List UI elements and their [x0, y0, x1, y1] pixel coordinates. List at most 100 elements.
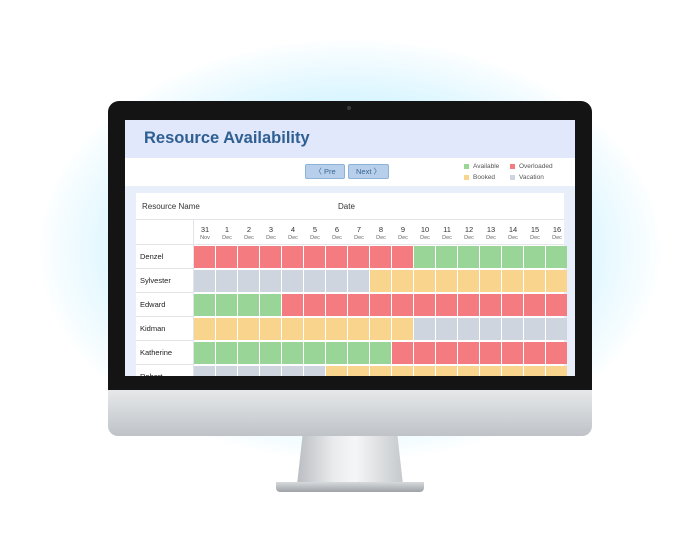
availability-cell[interactable]: [282, 342, 303, 364]
availability-cell[interactable]: [304, 294, 325, 316]
availability-cell[interactable]: [282, 246, 303, 268]
availability-cell[interactable]: [414, 342, 435, 364]
availability-cell[interactable]: [458, 318, 479, 340]
availability-cell[interactable]: [304, 366, 325, 376]
availability-cell[interactable]: [414, 294, 435, 316]
availability-cell[interactable]: [194, 270, 215, 292]
availability-cell[interactable]: [304, 318, 325, 340]
availability-cell[interactable]: [260, 294, 281, 316]
next-button[interactable]: Next 〉: [348, 164, 389, 179]
availability-cell[interactable]: [436, 366, 457, 376]
availability-cell[interactable]: [436, 294, 457, 316]
availability-cell[interactable]: [194, 342, 215, 364]
availability-cell[interactable]: [546, 270, 567, 292]
availability-cell[interactable]: [458, 366, 479, 376]
availability-cell[interactable]: [216, 318, 237, 340]
availability-cell[interactable]: [348, 342, 369, 364]
availability-cell[interactable]: [194, 318, 215, 340]
availability-cell[interactable]: [194, 294, 215, 316]
availability-cell[interactable]: [524, 318, 545, 340]
availability-cell[interactable]: [260, 366, 281, 376]
availability-cell[interactable]: [282, 318, 303, 340]
availability-cell[interactable]: [282, 270, 303, 292]
availability-cell[interactable]: [502, 294, 523, 316]
availability-cell[interactable]: [458, 270, 479, 292]
availability-cell[interactable]: [414, 318, 435, 340]
availability-cell[interactable]: [348, 270, 369, 292]
availability-cell[interactable]: [194, 366, 215, 376]
availability-cell[interactable]: [282, 366, 303, 376]
availability-cell[interactable]: [524, 342, 545, 364]
availability-cell[interactable]: [370, 246, 391, 268]
availability-cell[interactable]: [238, 342, 259, 364]
availability-cell[interactable]: [392, 366, 413, 376]
availability-cell[interactable]: [524, 270, 545, 292]
availability-cell[interactable]: [546, 366, 567, 376]
availability-cell[interactable]: [458, 342, 479, 364]
availability-cell[interactable]: [260, 318, 281, 340]
availability-cell[interactable]: [414, 270, 435, 292]
availability-cell[interactable]: [260, 342, 281, 364]
availability-cell[interactable]: [392, 246, 413, 268]
availability-cell[interactable]: [326, 342, 347, 364]
availability-cell[interactable]: [238, 318, 259, 340]
availability-cell[interactable]: [436, 270, 457, 292]
availability-cell[interactable]: [392, 270, 413, 292]
availability-cell[interactable]: [238, 246, 259, 268]
availability-cell[interactable]: [480, 366, 501, 376]
availability-cell[interactable]: [238, 294, 259, 316]
availability-cell[interactable]: [348, 366, 369, 376]
availability-cell[interactable]: [502, 342, 523, 364]
availability-cell[interactable]: [326, 246, 347, 268]
availability-cell[interactable]: [458, 294, 479, 316]
availability-cell[interactable]: [326, 270, 347, 292]
availability-cell[interactable]: [260, 270, 281, 292]
availability-cell[interactable]: [238, 270, 259, 292]
availability-cell[interactable]: [436, 318, 457, 340]
availability-cell[interactable]: [480, 294, 501, 316]
availability-cell[interactable]: [392, 318, 413, 340]
availability-cell[interactable]: [524, 294, 545, 316]
availability-cell[interactable]: [480, 246, 501, 268]
availability-cell[interactable]: [260, 246, 281, 268]
availability-cell[interactable]: [348, 318, 369, 340]
availability-cell[interactable]: [480, 270, 501, 292]
availability-cell[interactable]: [502, 246, 523, 268]
availability-cell[interactable]: [304, 246, 325, 268]
availability-cell[interactable]: [524, 246, 545, 268]
availability-cell[interactable]: [414, 366, 435, 376]
availability-cell[interactable]: [546, 294, 567, 316]
availability-cell[interactable]: [502, 318, 523, 340]
availability-cell[interactable]: [480, 342, 501, 364]
availability-cell[interactable]: [216, 270, 237, 292]
availability-cell[interactable]: [216, 246, 237, 268]
availability-cell[interactable]: [370, 318, 391, 340]
availability-cell[interactable]: [370, 270, 391, 292]
availability-cell[interactable]: [370, 366, 391, 376]
availability-cell[interactable]: [348, 246, 369, 268]
availability-cell[interactable]: [458, 246, 479, 268]
availability-cell[interactable]: [282, 294, 303, 316]
availability-cell[interactable]: [392, 342, 413, 364]
availability-cell[interactable]: [370, 294, 391, 316]
availability-cell[interactable]: [414, 246, 435, 268]
availability-cell[interactable]: [546, 318, 567, 340]
availability-cell[interactable]: [238, 366, 259, 376]
prev-button[interactable]: 〈 Pre: [305, 164, 345, 179]
availability-cell[interactable]: [216, 294, 237, 316]
availability-cell[interactable]: [304, 342, 325, 364]
availability-cell[interactable]: [304, 270, 325, 292]
availability-cell[interactable]: [194, 246, 215, 268]
availability-cell[interactable]: [546, 246, 567, 268]
availability-cell[interactable]: [326, 294, 347, 316]
availability-cell[interactable]: [348, 294, 369, 316]
availability-cell[interactable]: [436, 246, 457, 268]
availability-cell[interactable]: [502, 366, 523, 376]
availability-cell[interactable]: [216, 342, 237, 364]
availability-cell[interactable]: [502, 270, 523, 292]
availability-cell[interactable]: [216, 366, 237, 376]
availability-cell[interactable]: [436, 342, 457, 364]
availability-cell[interactable]: [370, 342, 391, 364]
availability-cell[interactable]: [524, 366, 545, 376]
availability-cell[interactable]: [546, 342, 567, 364]
